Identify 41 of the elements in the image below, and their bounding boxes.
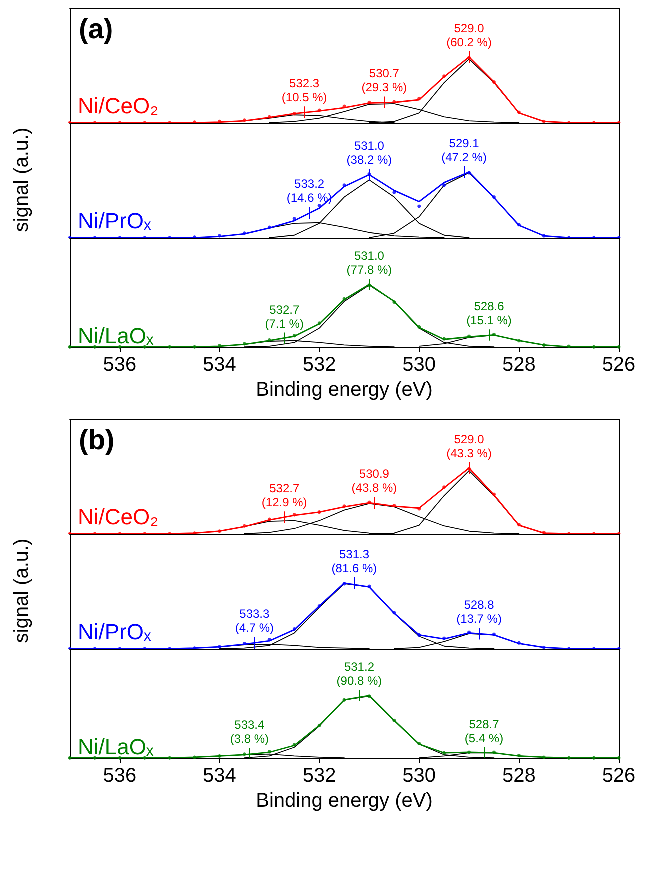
x-tick-label: 528 [502, 765, 536, 788]
y-axis-title: signal (a.u.) [11, 538, 33, 644]
x-axis-title: Binding energy (eV) [256, 379, 433, 401]
annotation: 530.7 (29.3 %) [362, 66, 408, 95]
x-tick-label: 528 [502, 354, 536, 376]
annotation: 531.2 (90.8 %) [336, 660, 382, 688]
x-tick-label: 530 [402, 765, 436, 788]
y-axis-title: signal (a.u.) [11, 128, 33, 232]
x-tick-label: 532 [302, 765, 336, 788]
annotation: 532.7 (12.9 %) [262, 482, 308, 510]
x-tick-label: 526 [602, 765, 636, 788]
annotation: 531.0 (38.2 %) [346, 139, 392, 167]
series-label: Ni/PrOₓ [78, 620, 152, 644]
series-label: Ni/LaOₓ [78, 324, 154, 348]
annotation: 533.3 (4.7 %) [235, 607, 274, 636]
series-label: Ni/CeO₂ [78, 94, 159, 118]
series-label: Ni/PrOₓ [78, 208, 152, 234]
x-tick-label: 534 [203, 354, 236, 376]
annotation: 528.8 (13.7 %) [456, 598, 502, 626]
x-tick-label: 536 [103, 765, 137, 788]
annotation: 529.0 (60.2 %) [446, 21, 492, 50]
annotation: 528.7 (5.4 %) [464, 718, 504, 746]
annotation: 529.1 (47.2 %) [442, 136, 487, 164]
annotation: 532.7 (7.1 %) [265, 302, 304, 331]
annotation: 531.3 (81.6 %) [332, 547, 378, 576]
annotation: 530.9 (43.8 %) [352, 467, 398, 496]
annotation: 528.6 (15.1 %) [466, 300, 512, 328]
x-tick-label: 534 [203, 765, 236, 788]
annotation: 529.0 (43.3 %) [446, 432, 492, 460]
x-tick-label: 530 [402, 354, 436, 376]
chart-title: (a) [79, 14, 114, 44]
chart-title: (b) [79, 424, 115, 456]
series-label: Ni/CeO₂ [78, 504, 159, 530]
x-tick-label: 526 [602, 354, 636, 376]
x-tick-label: 532 [302, 354, 336, 376]
annotation: 531.0 (77.8 %) [346, 249, 392, 278]
series-label: Ni/LaOₓ [78, 734, 154, 760]
annotation: 532.3 (10.5 %) [282, 76, 328, 105]
x-tick-label: 536 [103, 354, 137, 376]
x-axis-title: Binding energy (eV) [256, 790, 433, 812]
annotation: 533.4 (3.8 %) [230, 718, 270, 746]
